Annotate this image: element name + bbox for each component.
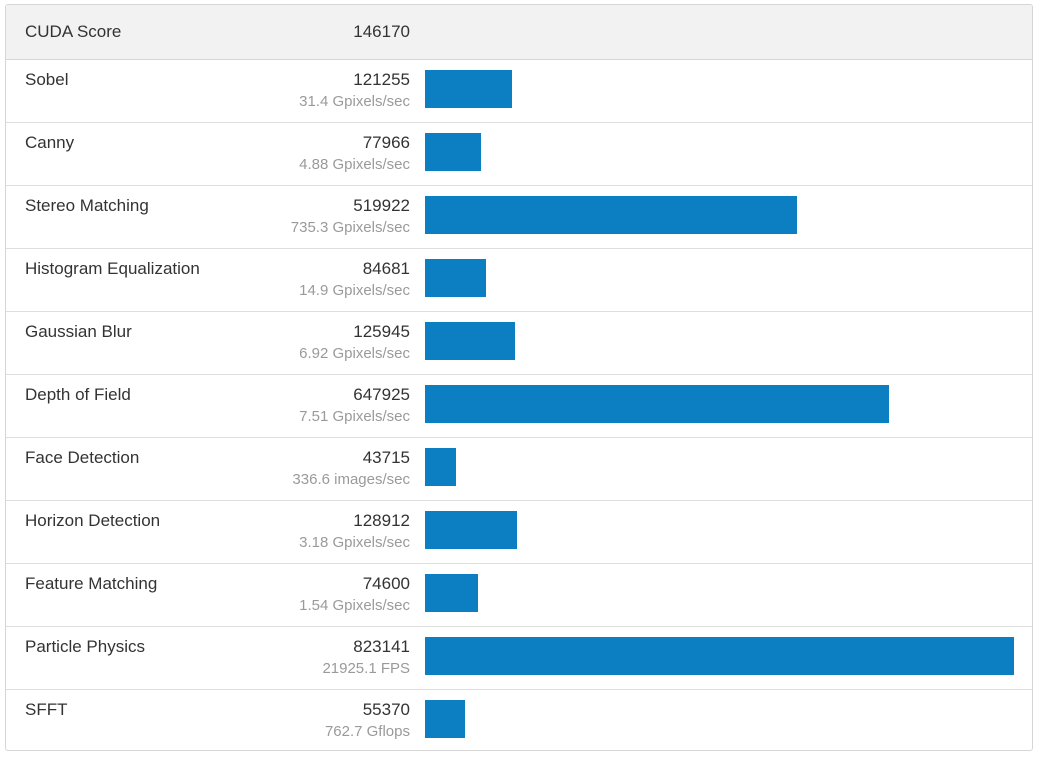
row-score: 55370 [362,700,410,719]
header-label: CUDA Score [25,22,122,41]
row-rate: 336.6 images/sec [292,471,410,488]
row-name: Horizon Detection [25,511,161,530]
table-row: Face Detection 43715 336.6 images/sec [6,438,1032,501]
row-rate: 21925.1 FPS [322,660,410,677]
bar-feature-matching [425,574,478,612]
row-score: 647925 [353,385,410,404]
row-name: Particle Physics [25,637,145,656]
table-header: CUDA Score 146170 [6,5,1032,60]
benchmark-table: CUDA Score 146170 Sobel 121255 31.4 Gpixel… [5,4,1033,751]
bar-sobel [425,70,512,108]
table-row: SFFT 55370 762.7 Gflops [6,690,1032,750]
bar-stereo-matching [425,196,797,234]
bar-sfft [425,700,465,738]
row-name: Depth of Field [25,385,131,404]
row-rate: 762.7 Gflops [324,723,410,740]
row-name: Canny [25,133,75,152]
bar-histogram-equalization [425,259,486,297]
table-row: Stereo Matching 519922 735.3 Gpixels/sec [6,186,1032,249]
header-score: 146170 [353,22,410,41]
table-row: Depth of Field 647925 7.51 Gpixels/sec [6,375,1032,438]
row-rate: 735.3 Gpixels/sec [290,219,410,236]
row-score: 43715 [362,448,410,467]
row-rate: 3.18 Gpixels/sec [299,534,410,551]
row-rate: 1.54 Gpixels/sec [299,597,410,614]
row-name: Stereo Matching [25,196,149,215]
row-score: 519922 [353,196,410,215]
bar-particle-physics [425,637,1014,675]
row-score: 121255 [353,70,410,89]
row-score: 74600 [362,574,410,593]
table-row: Feature Matching 74600 1.54 Gpixels/sec [6,564,1032,627]
table-row: Histogram Equalization 84681 14.9 Gpixels/… [6,249,1032,312]
row-name: Feature Matching [25,574,158,593]
row-score: 128912 [353,511,410,530]
row-score: 84681 [362,259,410,278]
row-name: Face Detection [25,448,140,467]
row-rate: 7.51 Gpixels/sec [299,408,410,425]
row-rate: 31.4 Gpixels/sec [299,93,410,110]
bar-horizon-detection [425,511,517,549]
table-row: Gaussian Blur 125945 6.92 Gpixels/sec [6,312,1032,375]
bar-canny [425,133,481,171]
row-rate: 6.92 Gpixels/sec [299,345,410,362]
row-name: SFFT [25,700,68,719]
row-name: Gaussian Blur [25,322,132,341]
row-score: 823141 [353,637,410,656]
row-score: 77966 [362,133,410,152]
table-row: Canny 77966 4.88 Gpixels/sec [6,123,1032,186]
row-name: Sobel [25,70,69,89]
bar-gaussian-blur [425,322,515,360]
table-row: Sobel 121255 31.4 Gpixels/sec [6,60,1032,123]
row-rate: 14.9 Gpixels/sec [299,282,410,299]
bar-depth-of-field [425,385,889,423]
row-name: Histogram Equalization [25,259,200,278]
row-score: 125945 [353,322,410,341]
table-row: Particle Physics 823141 21925.1 FPS [6,627,1032,690]
table-row: Horizon Detection 128912 3.18 Gpixels/sec [6,501,1032,564]
row-rate: 4.88 Gpixels/sec [299,156,410,173]
bar-face-detection [425,448,456,486]
benchmark-rows: Sobel 121255 31.4 Gpixels/sec Canny 77966 4.8… [6,60,1032,750]
